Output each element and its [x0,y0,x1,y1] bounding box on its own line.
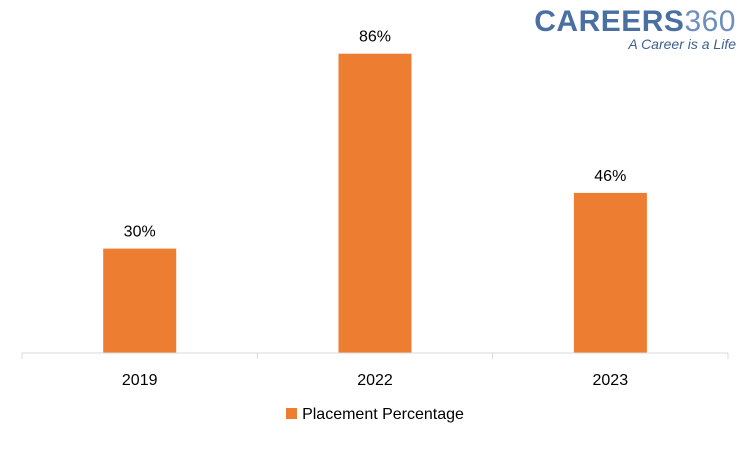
logo-wordmark: CAREERS360 [534,6,736,38]
legend-label: Placement Percentage [302,406,464,423]
bar-2023 [573,192,647,353]
bar-chart: 30% 86% 46% 2019 2022 2023 [21,29,729,389]
category-label-2019: 2019 [122,372,158,389]
bar-2019 [103,248,177,353]
category-labels-group: 2019 2022 2023 [122,372,628,389]
legend: Placement Percentage [0,406,750,424]
bar-2022 [338,53,412,353]
data-labels-group: 30% 86% 46% [124,29,627,241]
logo-name-number: 360 [684,5,736,38]
legend-swatch [286,408,298,419]
category-label-2022: 2022 [357,372,393,389]
bars-group [103,53,647,353]
category-label-2023: 2023 [593,372,629,389]
logo-tagline: A Career is a Life [628,36,736,52]
data-label-2022: 86% [359,29,391,46]
x-axis-ticks-group [21,353,729,359]
logo-name-text: CAREERS [534,5,685,38]
careers360-logo: CAREERS360 A Career is a Life [534,6,736,53]
data-label-2023: 46% [594,168,626,185]
data-label-2019: 30% [124,224,156,241]
